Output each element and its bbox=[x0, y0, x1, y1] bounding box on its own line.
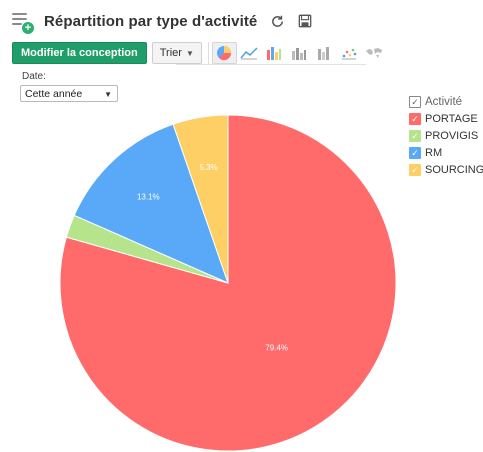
toolbar: Modifier la conception Trier ▼ bbox=[12, 41, 387, 65]
slice-label-sourcing: 5.3% bbox=[199, 163, 217, 172]
legend-label: SOURCING bbox=[425, 163, 483, 176]
slice-label-rm: 13.1% bbox=[137, 193, 160, 202]
legend-label: PORTAGE bbox=[425, 112, 478, 125]
bar-chart-icon[interactable] bbox=[262, 42, 287, 64]
pie-chart-icon[interactable] bbox=[211, 42, 237, 64]
legend-item-provigis[interactable]: ✓ PROVIGIS bbox=[409, 127, 483, 144]
page-title: Répartition par type d'activité bbox=[44, 12, 258, 30]
checkbox-icon: ✓ bbox=[409, 95, 421, 108]
scatter-chart-icon[interactable] bbox=[337, 42, 362, 64]
pie-slice-rm[interactable] bbox=[73, 123, 229, 284]
slice-label-portage: 79.4% bbox=[265, 343, 288, 352]
save-icon[interactable] bbox=[297, 13, 313, 29]
stacked-chart-icon[interactable] bbox=[312, 42, 337, 64]
sort-button[interactable]: Trier ▼ bbox=[151, 42, 202, 64]
add-report-icon[interactable]: + bbox=[10, 10, 34, 34]
date-filter-value: Cette année bbox=[25, 87, 83, 100]
chart-legend: ✓ Activité ✓ PORTAGE ✓ PROVIGIS ✓ RM ✓ SOURCING bbox=[409, 93, 483, 178]
checkbox-icon: ✓ bbox=[409, 146, 421, 159]
checkbox-icon: ✓ bbox=[409, 163, 421, 176]
report-header: + Répartition par type d'activité bbox=[10, 8, 313, 34]
chart-type-selector bbox=[207, 42, 387, 64]
map-chart-icon[interactable] bbox=[362, 42, 387, 64]
legend-title-label: Activité bbox=[425, 95, 463, 108]
date-filter-label: Date: bbox=[22, 71, 46, 82]
chevron-down-icon: ▼ bbox=[185, 48, 194, 58]
date-filter-select[interactable]: Cette année ▼ bbox=[20, 85, 118, 102]
pie-slice-sourcing[interactable] bbox=[172, 114, 229, 284]
legend-label: PROVIGIS bbox=[425, 129, 479, 142]
sort-button-label: Trier bbox=[159, 47, 182, 59]
checkbox-icon: ✓ bbox=[409, 112, 421, 125]
legend-title[interactable]: ✓ Activité bbox=[409, 93, 483, 110]
legend-item-portage[interactable]: ✓ PORTAGE bbox=[409, 110, 483, 127]
checkbox-icon: ✓ bbox=[409, 129, 421, 142]
legend-item-sourcing[interactable]: ✓ SOURCING bbox=[409, 161, 483, 178]
toolbar-divider bbox=[176, 64, 366, 65]
legend-item-rm[interactable]: ✓ RM bbox=[409, 144, 483, 161]
refresh-icon[interactable] bbox=[269, 13, 285, 29]
legend-label: RM bbox=[425, 146, 443, 159]
column-chart-icon[interactable] bbox=[287, 42, 312, 64]
line-chart-icon[interactable] bbox=[237, 42, 262, 64]
chevron-down-icon: ▼ bbox=[104, 90, 112, 99]
modify-design-button[interactable]: Modifier la conception bbox=[12, 42, 147, 64]
